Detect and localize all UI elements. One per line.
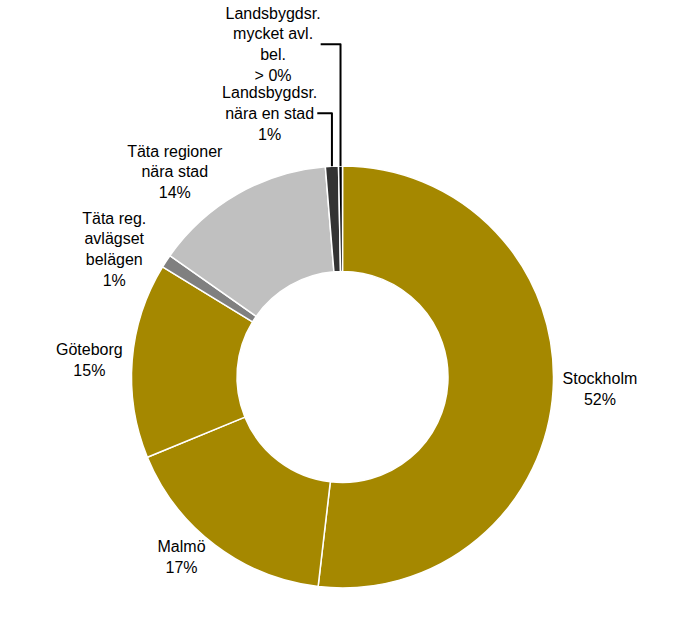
svg-text:Landsbygdsr.nära en stad1%: Landsbygdsr.nära en stad1%	[222, 84, 317, 143]
svg-text:Stockholm52%: Stockholm52%	[563, 370, 638, 408]
svg-text:Täta regionernära stad14%: Täta regionernära stad14%	[127, 143, 223, 202]
svg-text:Malmö17%: Malmö17%	[158, 538, 206, 576]
svg-text:Göteborg15%: Göteborg15%	[56, 341, 123, 379]
svg-text:Landsbygdsr.mycket avl.bel.> 0: Landsbygdsr.mycket avl.bel.> 0%	[225, 5, 320, 84]
svg-text:Täta reg.avlägsetbelägen1%: Täta reg.avlägsetbelägen1%	[82, 210, 146, 289]
